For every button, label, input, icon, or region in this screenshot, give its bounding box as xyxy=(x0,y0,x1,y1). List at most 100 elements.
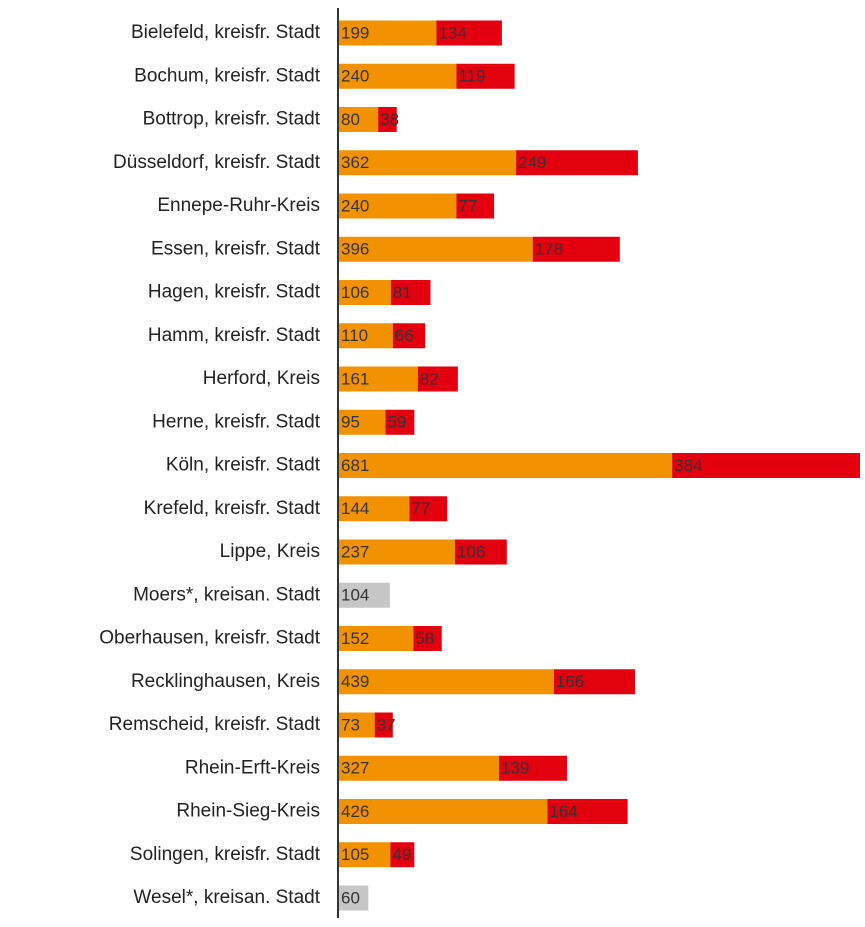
value-label: 60 xyxy=(341,888,360,907)
bar-segment xyxy=(672,453,860,478)
bar-segment xyxy=(339,755,499,781)
value-label: 81 xyxy=(393,283,412,302)
category-label: Bochum, kreisfr. Stadt xyxy=(134,65,321,86)
value-label: 119 xyxy=(458,67,485,86)
value-label: 80 xyxy=(341,110,360,129)
bar-segment xyxy=(532,236,620,262)
bar-segment xyxy=(339,669,554,695)
bar-segment xyxy=(454,539,507,565)
bar-segment xyxy=(339,63,457,89)
bar-segment xyxy=(553,669,635,695)
value-label: 105 xyxy=(341,845,369,864)
bar-segment xyxy=(436,20,502,46)
value-label: 237 xyxy=(341,542,369,561)
value-label: 82 xyxy=(420,369,439,388)
value-label: 95 xyxy=(341,413,360,432)
bar-segment xyxy=(339,409,386,435)
category-label: Hagen, kreisfr. Stadt xyxy=(148,282,321,303)
bar-segment xyxy=(378,107,397,132)
value-label: 240 xyxy=(341,196,369,215)
value-label: 104 xyxy=(341,586,369,605)
bar-segment xyxy=(374,712,393,738)
value-label: 106 xyxy=(457,542,485,561)
value-label: 439 xyxy=(341,672,369,691)
bar-segment xyxy=(498,755,567,781)
value-label: 327 xyxy=(341,759,369,778)
bar-segment xyxy=(339,842,391,868)
bar-segment xyxy=(339,193,457,219)
bar-segment xyxy=(413,626,442,651)
category-label: Hamm, kreisfr. Stadt xyxy=(148,325,321,346)
category-label: Ennepe-Ruhr-Kreis xyxy=(157,195,320,216)
category-label: Herford, Kreis xyxy=(203,368,320,389)
category-label: Bottrop, kreisfr. Stadt xyxy=(143,109,321,130)
bar-segment xyxy=(339,799,548,824)
bar-segment xyxy=(339,107,379,132)
category-label: Recklinghausen, Kreis xyxy=(131,671,320,692)
value-label: 110 xyxy=(341,326,368,345)
value-label: 38 xyxy=(380,110,399,129)
bar-segment xyxy=(339,366,418,392)
value-label: 73 xyxy=(341,715,360,734)
bar-segment xyxy=(339,712,375,738)
value-label: 240 xyxy=(341,67,369,86)
category-label: Remscheid, kreisfr. Stadt xyxy=(109,714,321,735)
value-label: 384 xyxy=(674,456,702,475)
value-label: 396 xyxy=(341,240,369,259)
value-label: 164 xyxy=(549,802,577,821)
bar-segment xyxy=(339,323,393,349)
category-label: Herne, kreisfr. Stadt xyxy=(152,411,321,432)
value-label: 77 xyxy=(411,499,430,518)
bar-segment xyxy=(339,582,390,608)
value-label: 139 xyxy=(501,759,529,778)
bar-segment xyxy=(339,20,437,46)
bar-segment xyxy=(339,280,391,305)
category-label: Lippe, Kreis xyxy=(220,541,320,562)
value-label: 77 xyxy=(458,196,477,215)
value-label: 166 xyxy=(556,672,584,691)
category-label: Rhein-Sieg-Kreis xyxy=(176,801,320,822)
value-label: 59 xyxy=(387,413,406,432)
category-label: Oberhausen, kreisfr. Stadt xyxy=(99,628,320,649)
value-label: 106 xyxy=(341,283,369,302)
value-label: 362 xyxy=(341,153,369,172)
category-label: Solingen, kreisfr. Stadt xyxy=(130,844,321,865)
bar-segment xyxy=(339,453,673,478)
value-label: 161 xyxy=(341,369,369,388)
value-label: 152 xyxy=(341,629,369,648)
bar-segment xyxy=(339,626,414,651)
category-label: Rhein-Erft-Kreis xyxy=(185,757,320,778)
bar-segment xyxy=(339,150,517,176)
value-label: 134 xyxy=(438,23,466,42)
value-label: 49 xyxy=(392,845,411,864)
bar-segment xyxy=(385,409,415,435)
bar-segment xyxy=(390,842,415,868)
bar-segment xyxy=(339,539,455,565)
bar-segment xyxy=(409,496,448,522)
category-label: Bielefeld, kreisfr. Stadt xyxy=(131,22,321,43)
bar-segment xyxy=(339,236,533,262)
value-label: 249 xyxy=(518,153,546,172)
bar-segment xyxy=(456,193,495,219)
bar-segment xyxy=(339,885,369,911)
value-label: 178 xyxy=(535,240,563,259)
bar-segment xyxy=(392,323,426,349)
bar-segment xyxy=(417,366,458,392)
bar-segment xyxy=(390,280,431,305)
bar-segment xyxy=(456,63,515,89)
bar-segment xyxy=(547,799,628,824)
value-label: 144 xyxy=(341,499,369,518)
category-label: Düsseldorf, kreisfr. Stadt xyxy=(113,152,321,173)
value-label: 66 xyxy=(395,326,414,345)
bar-segment xyxy=(516,150,638,176)
category-label: Wesel*, kreisan. Stadt xyxy=(133,887,320,908)
value-label: 426 xyxy=(341,802,369,821)
value-label: 681 xyxy=(341,456,369,475)
category-label: Moers*, kreisan. Stadt xyxy=(133,584,321,605)
bar-segment xyxy=(339,496,410,522)
value-label: 58 xyxy=(415,629,434,648)
value-label: 37 xyxy=(377,715,396,734)
category-label: Krefeld, kreisfr. Stadt xyxy=(144,498,321,519)
category-label: Essen, kreisfr. Stadt xyxy=(151,238,321,259)
